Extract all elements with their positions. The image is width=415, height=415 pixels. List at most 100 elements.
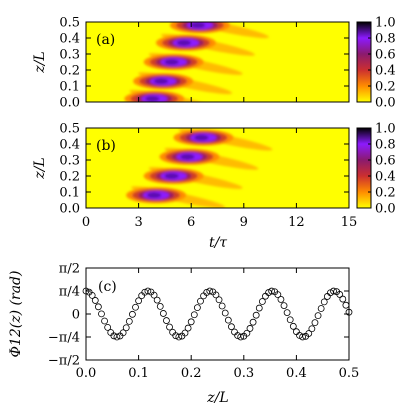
y-tick-label: 0.5: [59, 16, 80, 31]
colorbar-tick-label: 0.6: [375, 154, 396, 169]
panel-b-label: (b): [96, 138, 116, 154]
heatmap-a-peak: [169, 22, 269, 39]
colorbar-tick-label: 0.4: [375, 170, 396, 185]
scatter-point: [190, 311, 198, 319]
scatter-point: [228, 323, 235, 331]
colorbar-tick-label: 0.0: [375, 96, 396, 111]
heatmap-a-ylabel: z/L: [32, 51, 48, 73]
scatter-point: [175, 333, 183, 341]
scatter-point: [268, 287, 276, 295]
scatter-c-points: [82, 287, 353, 341]
colorbar-tick-label: 0.4: [375, 64, 396, 79]
scatter-point: [101, 317, 108, 325]
scatter-point: [132, 303, 139, 311]
scatter-point: [342, 301, 350, 309]
scatter-point: [289, 322, 297, 330]
colorbar-tick-label: 0.8: [375, 138, 396, 153]
scatter-point: [129, 310, 136, 318]
scatter-point: [218, 302, 226, 310]
scatter-point: [255, 304, 263, 312]
scatter-point: [286, 316, 294, 324]
panel-c-label: (c): [98, 279, 117, 295]
scatter-point: [305, 330, 313, 337]
heatmap-a-x-tick-marks: [85, 22, 350, 102]
x-tick-label: 12: [288, 215, 305, 230]
scatter-c-frame: [85, 267, 350, 361]
heatmap-a-peak: [143, 53, 243, 75]
x-tick-label: 0.4: [286, 366, 307, 381]
scatter-point: [221, 309, 229, 317]
scatter-point: [88, 291, 96, 299]
scatter-point: [231, 328, 238, 336]
scatter-point: [308, 325, 316, 333]
heatmap-b-peak: [159, 147, 259, 170]
scatter-point: [339, 295, 347, 303]
y-tick-label: −π/4: [48, 331, 80, 346]
y-tick-label: 0.0: [59, 202, 80, 217]
x-tick-label: 0: [82, 215, 90, 230]
colorbar-b: 0.00.20.40.60.81.0: [356, 122, 396, 217]
colorbar-gradient: [356, 21, 372, 103]
scatter-point: [193, 304, 201, 312]
scatter-point: [197, 297, 204, 305]
heatmap-b-peak: [173, 128, 273, 151]
heatmap-b-y-ticks: 0.00.10.20.30.40.5: [59, 122, 349, 217]
scatter-c-xlabel: z/L: [206, 390, 228, 406]
colorbar-tick-label: 0.0: [375, 202, 396, 217]
x-tick-label: 0.5: [339, 366, 360, 381]
scatter-point: [184, 324, 192, 332]
scatter-point: [159, 310, 167, 317]
scatter-point: [252, 311, 260, 319]
scatter-point: [314, 312, 322, 320]
x-tick-label: 3: [134, 215, 142, 230]
scatter-point: [292, 328, 300, 336]
colorbar-tick-label: 1.0: [375, 122, 396, 137]
scatter-point: [246, 325, 254, 332]
scatter-point: [181, 329, 189, 337]
scatter-point: [283, 309, 291, 316]
y-tick-label: 0.3: [59, 154, 80, 169]
scatter-point: [336, 291, 344, 298]
scatter-point: [237, 333, 245, 341]
colorbar-tick-label: 1.0: [375, 16, 396, 31]
y-tick-label: −π/2: [48, 354, 80, 369]
heatmap-b-ylabel: z/L: [32, 157, 48, 179]
scatter-point: [156, 303, 164, 310]
y-tick-label: 0.0: [59, 96, 80, 111]
scatter-point: [82, 287, 90, 295]
x-tick-label: 0.0: [76, 366, 97, 381]
scatter-point: [280, 302, 288, 309]
y-tick-label: 0.5: [59, 122, 80, 137]
scatter-point: [224, 316, 232, 324]
y-tick-label: 0.4: [59, 32, 80, 47]
scatter-c-y-ticks: −π/2 −π/4 0 π/4 π/2: [48, 262, 349, 369]
y-tick-label: 0.2: [59, 64, 80, 79]
scatter-point: [153, 296, 161, 304]
scatter-point: [119, 329, 127, 337]
panel-a: (a) 0.00.10.20.30.40.5 z/L 0.00.20.40.60…: [32, 16, 396, 111]
x-tick-label: 0.3: [233, 366, 254, 381]
colorbar-a: 0.00.20.40.60.81.0: [356, 16, 396, 111]
heatmap-a-frame: [85, 21, 350, 103]
x-tick-label: 0.1: [128, 366, 149, 381]
scatter-point: [317, 305, 325, 312]
y-tick-label: 0.3: [59, 48, 80, 63]
y-tick-label: 0.2: [59, 170, 80, 185]
panel-c: (c) −π/2 −π/4 0 π/4 π/2 0.0 0.1 0.2 0.3 0.4 0.5 Φ…: [8, 262, 359, 407]
scatter-point: [274, 291, 282, 299]
scatter-point: [262, 292, 269, 300]
x-tick-label: 9: [240, 215, 248, 230]
scatter-point: [91, 297, 99, 304]
scatter-point: [345, 308, 353, 316]
scatter-point: [135, 297, 143, 305]
scatter-point: [249, 318, 257, 326]
scatter-point: [320, 298, 328, 306]
y-tick-label: π/4: [59, 285, 80, 300]
y-tick-label: 0.1: [59, 186, 80, 201]
y-tick-label: π/2: [59, 262, 80, 277]
heatmap-a-peak: [124, 89, 224, 102]
scatter-point: [150, 291, 158, 299]
heatmap-a-peak: [155, 33, 255, 56]
scatter-point: [144, 287, 152, 295]
